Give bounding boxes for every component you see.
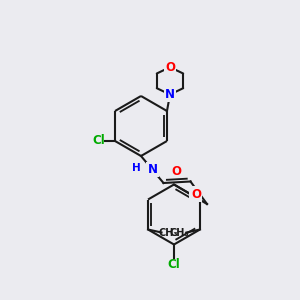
Text: Cl: Cl	[168, 257, 180, 271]
Text: N: N	[165, 88, 175, 101]
Text: O: O	[165, 61, 175, 74]
Text: CH₃: CH₃	[170, 227, 190, 238]
Text: Cl: Cl	[93, 134, 106, 148]
Text: O: O	[191, 188, 201, 201]
Text: H: H	[132, 163, 141, 173]
Text: N: N	[148, 163, 158, 176]
Text: O: O	[171, 165, 182, 178]
Text: CH₃: CH₃	[158, 227, 178, 238]
